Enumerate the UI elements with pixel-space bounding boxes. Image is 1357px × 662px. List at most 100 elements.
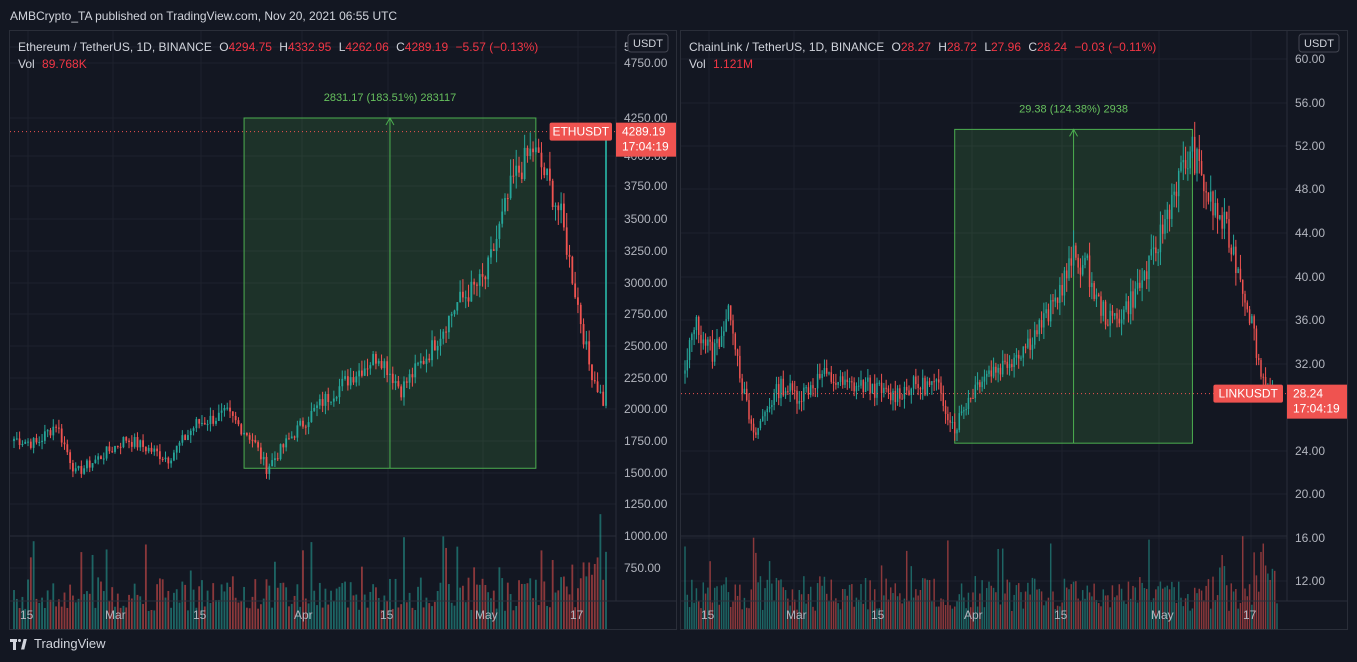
volume-bar — [588, 562, 591, 629]
volume-bar — [529, 578, 532, 629]
candle-body — [1079, 267, 1082, 275]
candle-body — [700, 334, 702, 344]
candle-body — [825, 367, 828, 374]
volume-bar — [901, 603, 903, 629]
volume-bar — [1063, 578, 1066, 629]
volume-bar — [568, 594, 571, 629]
candle-body — [1011, 363, 1013, 368]
volume-bar — [335, 588, 338, 629]
volume-bar — [83, 594, 86, 629]
volume-bar — [704, 593, 707, 629]
volume-bar — [725, 577, 727, 629]
candle-body — [771, 405, 773, 407]
volume-bar — [1049, 543, 1052, 629]
volume-bar — [153, 610, 156, 629]
volume-bar — [1040, 591, 1043, 629]
symbol-label[interactable]: ChainLink / TetherUS, 1D, BINANCE — [689, 40, 885, 54]
volume-bar — [327, 604, 330, 629]
candle-body — [366, 368, 369, 370]
candle-body — [956, 429, 958, 434]
symbol-label[interactable]: Ethereum / TetherUS, 1D, BINANCE — [18, 40, 212, 54]
candle-body — [389, 373, 391, 376]
volume-bar — [1143, 587, 1146, 629]
volume-bar — [997, 548, 999, 629]
candle-body — [821, 373, 823, 379]
volume-bar — [928, 580, 931, 629]
volume-bar — [1157, 586, 1159, 629]
tradingview-logo[interactable]: TradingView — [10, 636, 106, 651]
volume-bar — [1191, 608, 1194, 629]
volume-bar — [1235, 588, 1237, 629]
candle-body — [571, 256, 574, 284]
volume-bar — [156, 584, 159, 629]
volume-bar — [972, 592, 974, 629]
candle-body — [237, 420, 240, 425]
candle-body — [798, 400, 801, 404]
ethusdt-chart-canvas[interactable]: 2831.17 (183.51%) 2831175000.004750.0042… — [10, 31, 676, 629]
candle-body — [316, 405, 318, 408]
volume-bar — [857, 599, 860, 629]
candle-body — [686, 359, 689, 371]
volume-bar — [1088, 592, 1091, 629]
candle-body — [1221, 215, 1223, 229]
candle-body — [1040, 320, 1043, 328]
candle-body — [509, 175, 512, 199]
candle-body — [720, 335, 723, 347]
candle-body — [816, 373, 819, 389]
candle-body — [189, 430, 192, 436]
volume-bar — [1075, 581, 1077, 629]
volume-bar — [709, 561, 711, 629]
candle-body — [46, 430, 49, 432]
volume-bar — [15, 598, 18, 629]
chart-panel-ethusdt[interactable]: 2831.17 (183.51%) 2831175000.004750.0042… — [9, 30, 677, 630]
volume-bar — [66, 607, 69, 629]
volume-bar — [1262, 543, 1265, 629]
candle-body — [718, 338, 721, 347]
volume-bar — [782, 587, 785, 629]
price-axis-label: 40.00 — [1295, 270, 1325, 284]
volume-bar — [1084, 598, 1086, 629]
volume-bar — [837, 603, 839, 629]
countdown-value: 17:04:19 — [1293, 402, 1340, 416]
candle-body — [709, 339, 711, 342]
candle-body — [704, 339, 707, 346]
volume-bar — [447, 584, 450, 629]
volume-bar — [816, 583, 819, 629]
price-axis-label: 60.00 — [1295, 52, 1325, 66]
candle-body — [1123, 309, 1125, 320]
volume-bar — [755, 552, 757, 629]
volume-bar — [862, 603, 865, 629]
volume-bar — [1253, 552, 1255, 629]
volume-bar — [958, 594, 961, 629]
chart-panel-linkusdt[interactable]: 29.38 (124.38%) 2938 60.00 56.00 52.00 48.00… — [680, 30, 1348, 630]
candle-body — [1219, 215, 1221, 219]
candle-body — [593, 380, 596, 382]
candle-body — [951, 421, 954, 423]
volume-bar — [809, 586, 812, 629]
volume-bar — [282, 582, 285, 629]
linkusdt-chart-canvas[interactable]: 29.38 (124.38%) 2938 60.00 56.00 52.00 48.00… — [681, 31, 1347, 629]
volume-bar — [91, 554, 94, 629]
volume-bar — [796, 609, 798, 629]
volume-bar — [1166, 585, 1169, 629]
volume-bar — [741, 609, 743, 629]
candle-body — [1182, 160, 1185, 163]
candle-body — [158, 451, 161, 459]
candle-body — [501, 211, 504, 224]
candle-body — [990, 370, 993, 377]
price-axis-label: 1750.00 — [624, 434, 668, 448]
volume-bar — [417, 586, 419, 629]
candle-body — [958, 413, 961, 430]
volume-bar — [1061, 602, 1063, 629]
candle-body — [226, 407, 229, 409]
volume-bar — [1161, 588, 1164, 629]
volume-bar — [846, 595, 849, 629]
volume-bar — [1109, 607, 1111, 629]
candle-body — [596, 381, 599, 393]
volume-bar — [571, 564, 574, 629]
volume-bar — [490, 598, 492, 629]
volume-bar — [195, 607, 198, 629]
change-value: −5.57 (−0.13%) — [455, 40, 539, 54]
candle-body — [518, 165, 520, 173]
candle-body — [880, 382, 883, 394]
